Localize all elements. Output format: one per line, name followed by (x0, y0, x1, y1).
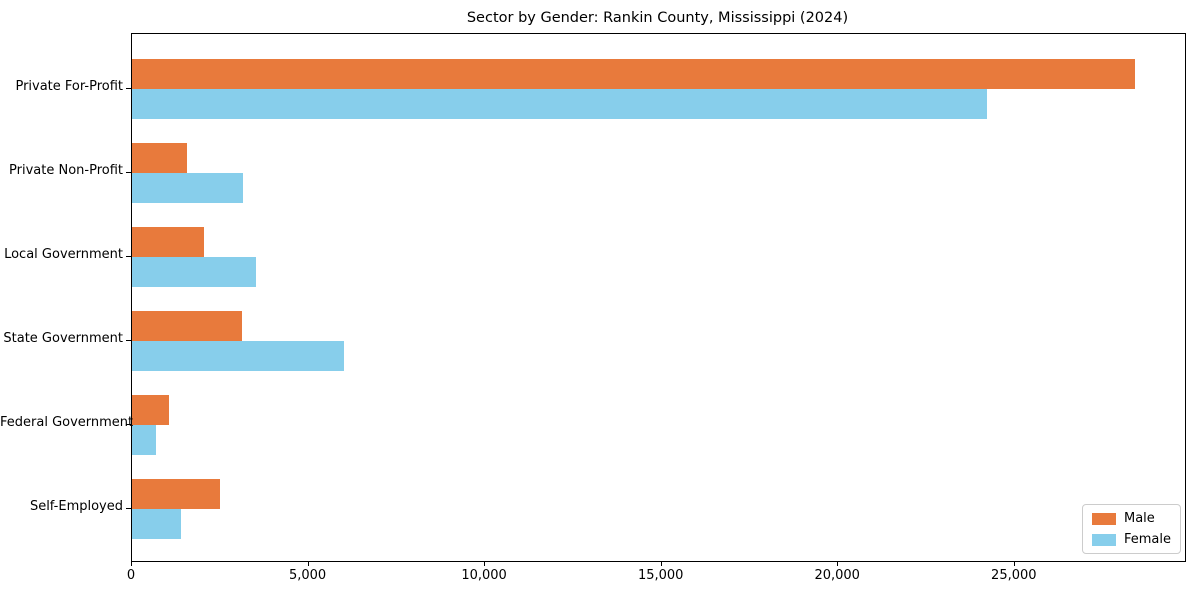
y-category-label-4: Federal Government (0, 415, 134, 430)
x-tick-3 (660, 561, 662, 566)
y-category-label-1: Private Non-Profit (9, 163, 123, 178)
y-tick-0 (126, 88, 131, 89)
x-tick-label-5: 25,000 (991, 568, 1037, 583)
male-series-swatch (1091, 512, 1116, 525)
legend: Male Female (1081, 504, 1181, 554)
y-category-label-3: State Government (3, 331, 123, 346)
y-category-label-2: Local Government (4, 247, 123, 262)
bar-male-2 (132, 227, 205, 257)
x-tick-4 (837, 561, 839, 566)
legend-item-male: Male (1091, 511, 1171, 526)
y-tick-5 (126, 508, 131, 509)
legend-label-male: Male (1123, 511, 1155, 526)
x-tick-label-2: 10,000 (461, 568, 507, 583)
bar-female-5 (132, 509, 182, 539)
plot-area: Male Female (131, 33, 1186, 562)
female-series-swatch (1091, 533, 1116, 546)
x-tick-1 (307, 561, 309, 566)
x-tick-5 (1013, 561, 1015, 566)
bar-male-1 (132, 143, 187, 173)
y-tick-2 (126, 256, 131, 257)
x-tick-0 (131, 561, 132, 566)
x-tick-label-1: 5,000 (288, 568, 327, 583)
bar-female-0 (132, 89, 987, 119)
bar-female-1 (132, 173, 244, 203)
bar-male-3 (132, 311, 242, 341)
bar-male-0 (132, 59, 1135, 89)
y-category-label-0: Private For-Profit (15, 79, 123, 94)
bar-female-2 (132, 257, 256, 287)
legend-label-female: Female (1123, 532, 1171, 547)
y-tick-3 (126, 340, 131, 341)
legend-item-female: Female (1091, 532, 1171, 547)
bar-male-5 (132, 479, 221, 509)
bar-female-4 (132, 425, 156, 455)
y-category-label-5: Self-Employed (29, 499, 123, 514)
x-tick-label-4: 20,000 (814, 568, 860, 583)
bar-male-4 (132, 395, 170, 425)
x-tick-2 (484, 561, 486, 566)
x-tick-label-3: 15,000 (637, 568, 684, 583)
bar-female-3 (132, 341, 344, 371)
y-tick-1 (126, 172, 131, 173)
x-tick-label-0: 0 (126, 568, 136, 583)
y-tick-4 (126, 424, 131, 425)
chart-title: Sector by Gender: Rankin County, Mississ… (466, 10, 849, 26)
